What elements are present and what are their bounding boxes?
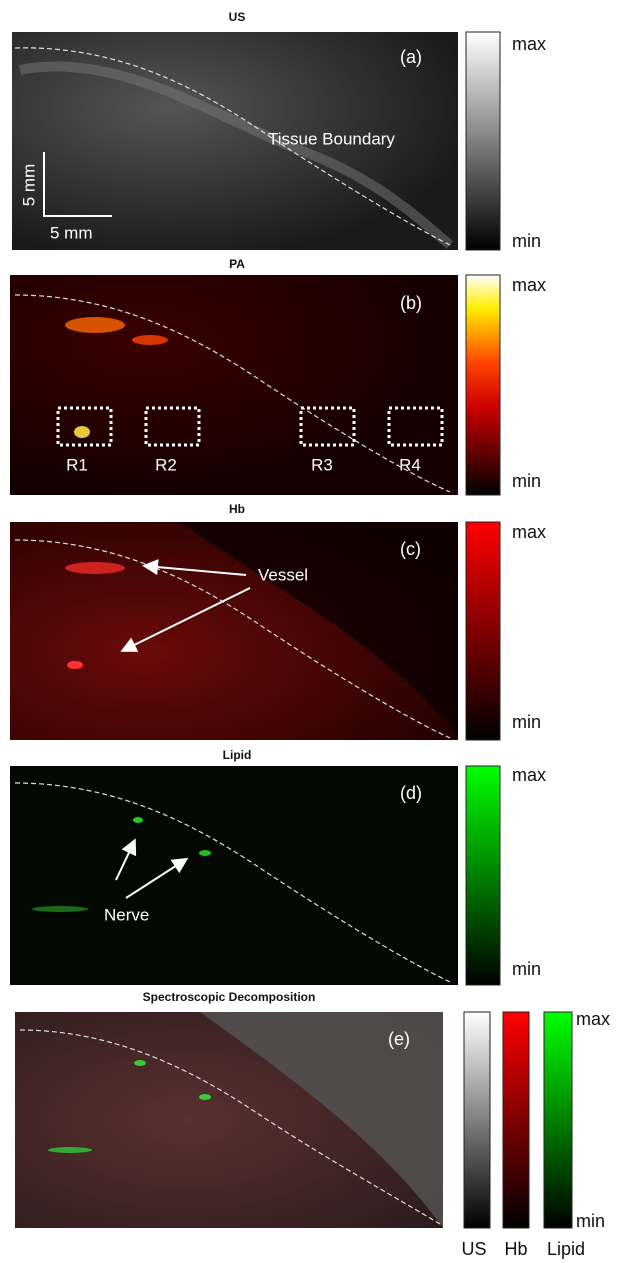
- signal: [132, 335, 168, 345]
- signal: [32, 906, 88, 912]
- annotation: Vessel: [258, 565, 308, 584]
- colorbar-min: min: [512, 712, 541, 732]
- signal: [65, 317, 125, 333]
- lipid-image: [10, 766, 458, 985]
- roi-label: R4: [399, 455, 421, 474]
- scale-label: 5 mm: [19, 164, 38, 207]
- colorbar-max: max: [576, 1009, 610, 1029]
- roi-label: R3: [311, 455, 333, 474]
- colorbar-name: Hb: [504, 1239, 527, 1259]
- signal: [65, 562, 125, 574]
- panel-label: (a): [400, 47, 422, 67]
- colorbar: [466, 32, 500, 250]
- colorbar: [466, 275, 500, 495]
- panel-title: Spectroscopic Decomposition: [143, 990, 316, 1004]
- colorbar: [544, 1012, 572, 1228]
- signal: [199, 850, 211, 856]
- panel-label: (b): [400, 293, 422, 313]
- signal: [199, 1094, 211, 1100]
- panel-title: PA: [229, 257, 245, 271]
- scale-label: 5 mm: [50, 223, 93, 242]
- colorbar: [464, 1012, 490, 1228]
- annotation: Nerve: [104, 905, 149, 924]
- colorbar-name: US: [461, 1239, 486, 1259]
- colorbar: [466, 522, 500, 740]
- colorbar-max: max: [512, 765, 546, 785]
- colorbar-min: min: [512, 231, 541, 251]
- panel-label: (c): [400, 539, 421, 559]
- colorbar-min: min: [512, 959, 541, 979]
- panel-title: Hb: [229, 502, 245, 516]
- colorbar-max: max: [512, 522, 546, 542]
- panel-title: US: [229, 10, 246, 24]
- panel-label: (e): [388, 1029, 410, 1049]
- signal: [74, 426, 90, 438]
- signal: [48, 1147, 92, 1153]
- colorbar: [466, 766, 500, 985]
- signal: [67, 661, 83, 669]
- colorbar: [503, 1012, 529, 1228]
- signal: [133, 817, 143, 823]
- colorbar-max: max: [512, 34, 546, 54]
- signal: [134, 1060, 146, 1066]
- figure: US (a) Tissue Boundary 5 mm 5 mm max min…: [0, 0, 623, 1263]
- colorbar-min: min: [512, 471, 541, 491]
- roi-label: R1: [66, 455, 88, 474]
- panel-label: (d): [400, 783, 422, 803]
- colorbar-name: Lipid: [547, 1239, 585, 1259]
- panel-title: Lipid: [223, 748, 252, 762]
- colorbar-max: max: [512, 275, 546, 295]
- colorbar-min: min: [576, 1211, 605, 1231]
- roi-label: R2: [155, 455, 177, 474]
- annotation: Tissue Boundary: [268, 129, 395, 148]
